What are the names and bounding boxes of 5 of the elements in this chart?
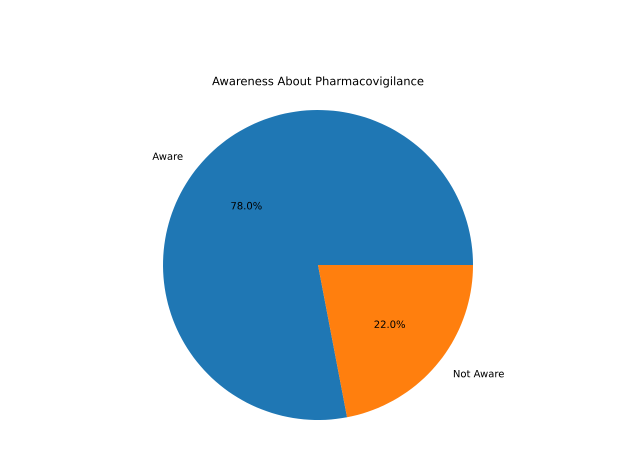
data-label: 78.0% — [231, 202, 262, 210]
slice-label: Not Aware — [454, 370, 504, 378]
data-label: 22.0% — [374, 320, 405, 328]
chart-title: Awareness About Pharmacovigilance — [212, 76, 424, 88]
slice-label: Aware — [152, 152, 183, 160]
